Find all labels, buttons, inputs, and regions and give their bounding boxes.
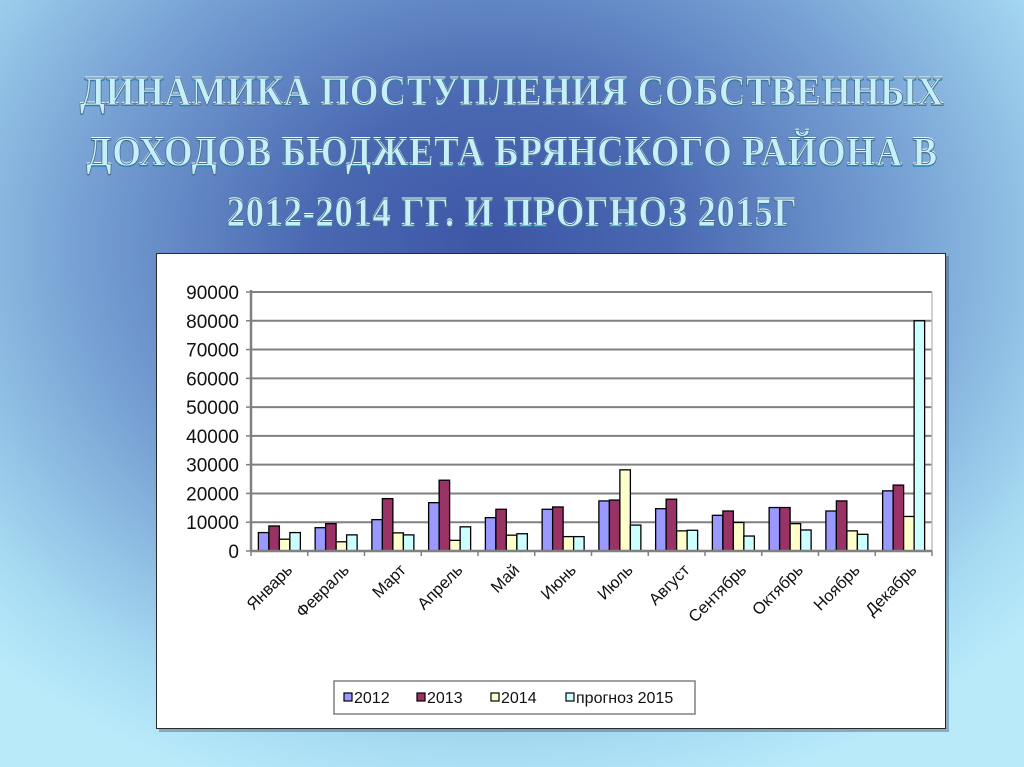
bar-прогноз-2015-11 <box>913 320 926 552</box>
bar-прогноз-2015-6 <box>629 524 642 552</box>
x-category-label: Июль <box>594 561 637 604</box>
legend-swatch-icon <box>416 692 426 702</box>
bar-прогноз-2015-4 <box>516 533 529 552</box>
bar-2013-11 <box>892 484 905 552</box>
bar-2013-10 <box>835 500 848 552</box>
bar-2012-7 <box>654 508 667 552</box>
bar-2014-9 <box>789 523 802 552</box>
bar-2014-7 <box>675 530 688 552</box>
bar-2012-0 <box>257 531 270 552</box>
x-category-label: Ноябрь <box>810 561 863 614</box>
axes <box>249 290 933 556</box>
x-category-label: Февраль <box>293 561 353 621</box>
bar-2012-4 <box>484 516 497 552</box>
y-tick-label: 20000 <box>186 484 239 505</box>
y-tick-label: 30000 <box>186 456 239 477</box>
legend-label: 2014 <box>501 690 537 707</box>
legend-label: 2012 <box>354 690 390 707</box>
bar-2013-3 <box>438 479 451 552</box>
bar-2013-1 <box>324 523 337 552</box>
legend-swatch-icon <box>565 692 575 702</box>
bar-2013-0 <box>268 525 281 552</box>
bar-2014-0 <box>278 538 291 552</box>
gridlines <box>246 291 933 552</box>
bar-прогноз-2015-0 <box>289 531 302 552</box>
bar-прогноз-2015-8 <box>743 535 756 552</box>
bar-2012-8 <box>711 514 724 552</box>
bar-2013-4 <box>495 508 508 552</box>
x-category-label: Апрель <box>414 561 466 613</box>
x-category-label: Август <box>646 561 694 609</box>
bars <box>257 320 926 552</box>
title-line-2: ДОХОДОВ БЮДЖЕТА БРЯНСКОГО РАЙОНА В <box>86 129 938 176</box>
bar-2012-10 <box>825 510 838 552</box>
y-tick-label: 60000 <box>186 369 239 390</box>
y-tick-label: 90000 <box>186 283 239 304</box>
x-category-label: Декабрь <box>862 561 920 619</box>
legend-swatch-icon <box>343 692 353 702</box>
bar-2013-9 <box>778 506 791 552</box>
bar-2012-2 <box>371 518 384 552</box>
bar-прогноз-2015-9 <box>799 529 812 552</box>
y-tick-label: 50000 <box>186 398 239 419</box>
bar-chart: 0 10000 20000 30000 40000 50000 60000 70000 8000… <box>186 283 933 715</box>
y-tick-label: 70000 <box>186 341 239 362</box>
y-tick-label: 10000 <box>186 513 239 534</box>
bar-2013-5 <box>551 506 564 552</box>
slide-title: ДИНАМИКА ПОСТУПЛЕНИЯ СОБСТВЕННЫХ ДОХОДОВ… <box>0 62 1024 243</box>
legend-label: прогноз 2015 <box>576 690 673 707</box>
bar-2012-11 <box>881 490 894 552</box>
y-tick-label: 40000 <box>186 427 239 448</box>
bar-2012-5 <box>541 508 554 552</box>
y-tick-label: 80000 <box>186 312 239 333</box>
bar-2014-6 <box>619 469 632 552</box>
bar-2012-1 <box>314 527 327 552</box>
bar-2014-5 <box>562 535 575 552</box>
bar-прогноз-2015-7 <box>686 529 699 552</box>
bar-2013-2 <box>381 497 394 552</box>
bar-прогноз-2015-2 <box>402 534 415 552</box>
chart-frame: 0 10000 20000 30000 40000 50000 60000 70000 8000… <box>156 253 946 729</box>
x-category-label: Сентябрь <box>685 561 750 626</box>
legend-label: 2013 <box>427 690 463 707</box>
bar-2014-3 <box>448 539 461 552</box>
bar-2014-8 <box>732 521 745 552</box>
bar-2013-7 <box>665 498 678 552</box>
bar-2013-6 <box>608 499 621 552</box>
bar-прогноз-2015-5 <box>572 535 585 552</box>
bar-2014-4 <box>505 534 518 552</box>
bar-2014-1 <box>335 541 348 552</box>
x-category-label: Июнь <box>538 561 580 603</box>
x-category-label: Январь <box>243 561 296 614</box>
bar-2014-2 <box>392 532 405 552</box>
legend: 2012 2013 2014 прогноз 2015 <box>333 680 696 715</box>
title-line-3: 2012-2014 ГГ. И ПРОГНОЗ 2015Г <box>226 189 798 237</box>
x-category-label: Октябрь <box>749 561 807 619</box>
bar-2012-6 <box>598 500 611 552</box>
bar-прогноз-2015-1 <box>345 534 358 552</box>
title-line-1: ДИНАМИКА ПОСТУПЛЕНИЯ СОБСТВЕННЫХ <box>79 69 945 116</box>
bar-2012-9 <box>768 506 781 552</box>
bar-прогноз-2015-10 <box>856 533 869 552</box>
x-category-label: Май <box>488 561 524 597</box>
legend-swatch-icon <box>490 692 500 702</box>
bar-2014-10 <box>846 530 859 552</box>
legend-box <box>333 680 696 715</box>
y-tick-label: 0 <box>228 542 239 563</box>
y-axis-tick-labels: 0 10000 20000 30000 40000 50000 60000 70000 8000… <box>186 283 239 563</box>
bar-2013-8 <box>722 510 735 552</box>
bar-2012-3 <box>427 502 440 552</box>
x-category-label: Март <box>369 561 410 602</box>
bar-прогноз-2015-3 <box>459 526 472 552</box>
bar-2014-11 <box>902 515 915 552</box>
